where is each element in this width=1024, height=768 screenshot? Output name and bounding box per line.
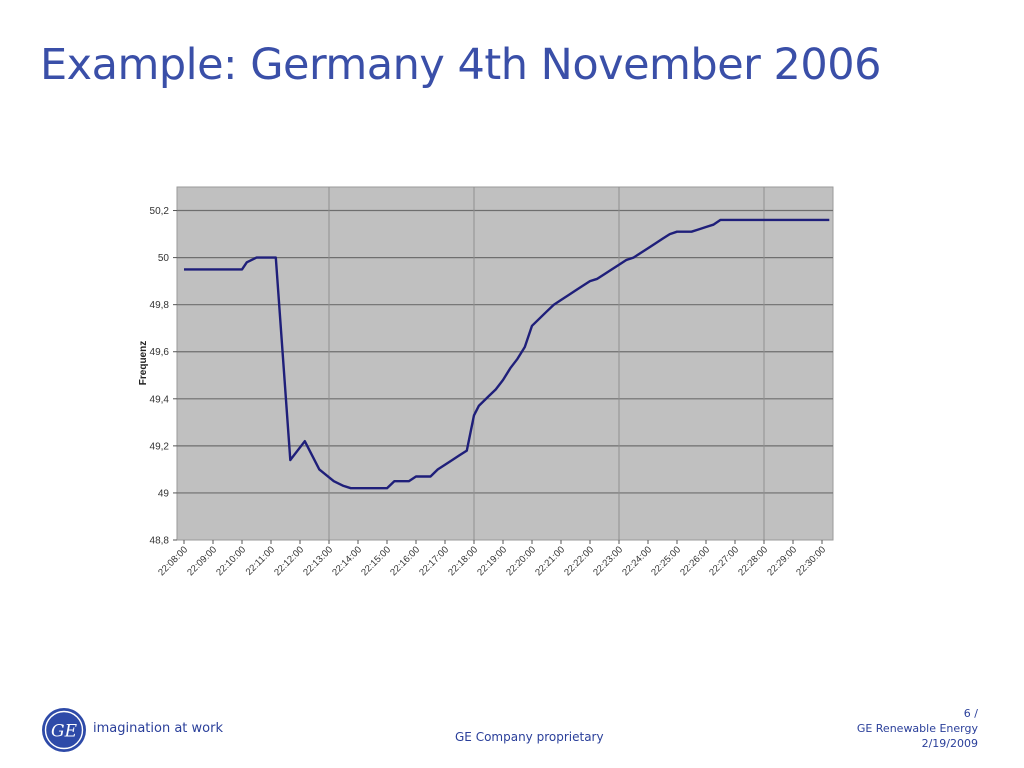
division-name: GE Renewable Energy <box>856 722 978 735</box>
slide-title: Example: Germany 4th November 2006 <box>40 40 881 90</box>
x-tick-label: 22:23:00 <box>591 544 625 578</box>
y-tick-label: 49,6 <box>150 347 170 358</box>
x-tick-labels: 22:08:0022:09:0022:10:0022:11:0022:12:00… <box>156 544 828 578</box>
plot-area <box>176 186 834 541</box>
slide-date: 2/19/2009 <box>921 737 978 750</box>
footer-info: 6 / GE Renewable Energy 2/19/2009 <box>857 706 978 751</box>
x-tick-label: 22:16:00 <box>388 544 422 578</box>
y-tick-labels: 48,8 49 49,2 49,4 49,6 49,8 50 50,2 <box>150 206 170 546</box>
y-axis-title: Frequenz <box>138 341 149 385</box>
y-tick-label: 49 <box>158 488 170 499</box>
x-tick-label: 22:26:00 <box>678 544 712 578</box>
axis-ticks <box>173 210 823 544</box>
x-tick-label: 22:11:00 <box>244 544 277 577</box>
y-tick-label: 49,4 <box>150 394 170 405</box>
x-tick-label: 22:28:00 <box>736 544 770 578</box>
tagline: imagination at work <box>93 721 223 736</box>
x-tick-label: 22:20:00 <box>504 544 538 578</box>
x-tick-label: 22:09:00 <box>185 544 219 578</box>
x-tick-label: 22:12:00 <box>272 544 306 578</box>
x-tick-label: 22:21:00 <box>533 544 567 578</box>
x-tick-label: 22:30:00 <box>794 544 828 578</box>
x-tick-label: 22:10:00 <box>214 544 248 578</box>
x-tick-label: 22:17:00 <box>417 544 451 578</box>
x-tick-label: 22:13:00 <box>301 544 335 578</box>
y-tick-label: 49,8 <box>150 300 170 311</box>
x-tick-label: 22:15:00 <box>359 544 393 578</box>
page-number: 6 / <box>963 707 978 720</box>
series-layer <box>184 218 830 490</box>
x-tick-label: 22:08:00 <box>156 544 190 578</box>
x-tick-label: 22:27:00 <box>707 544 741 578</box>
proprietary-notice: GE Company proprietary <box>455 730 604 744</box>
y-tick-label: 49,2 <box>150 441 170 452</box>
y-tick-label: 50,2 <box>150 206 170 217</box>
x-tick-label: 22:25:00 <box>649 544 683 578</box>
y-tick-label: 50 <box>158 253 170 264</box>
x-tick-label: 22:29:00 <box>765 544 799 578</box>
ge-logo-text: GE <box>51 722 78 742</box>
x-tick-label: 22:22:00 <box>562 544 596 578</box>
frequency-line <box>184 218 830 490</box>
x-tick-label: 22:18:00 <box>446 544 480 578</box>
x-tick-label: 22:14:00 <box>330 544 364 578</box>
y-tick-label: 48,8 <box>150 536 170 547</box>
ge-logo-icon: GE <box>42 708 86 752</box>
x-tick-label: 22:24:00 <box>620 544 654 578</box>
x-tick-label: 22:19:00 <box>475 544 509 578</box>
